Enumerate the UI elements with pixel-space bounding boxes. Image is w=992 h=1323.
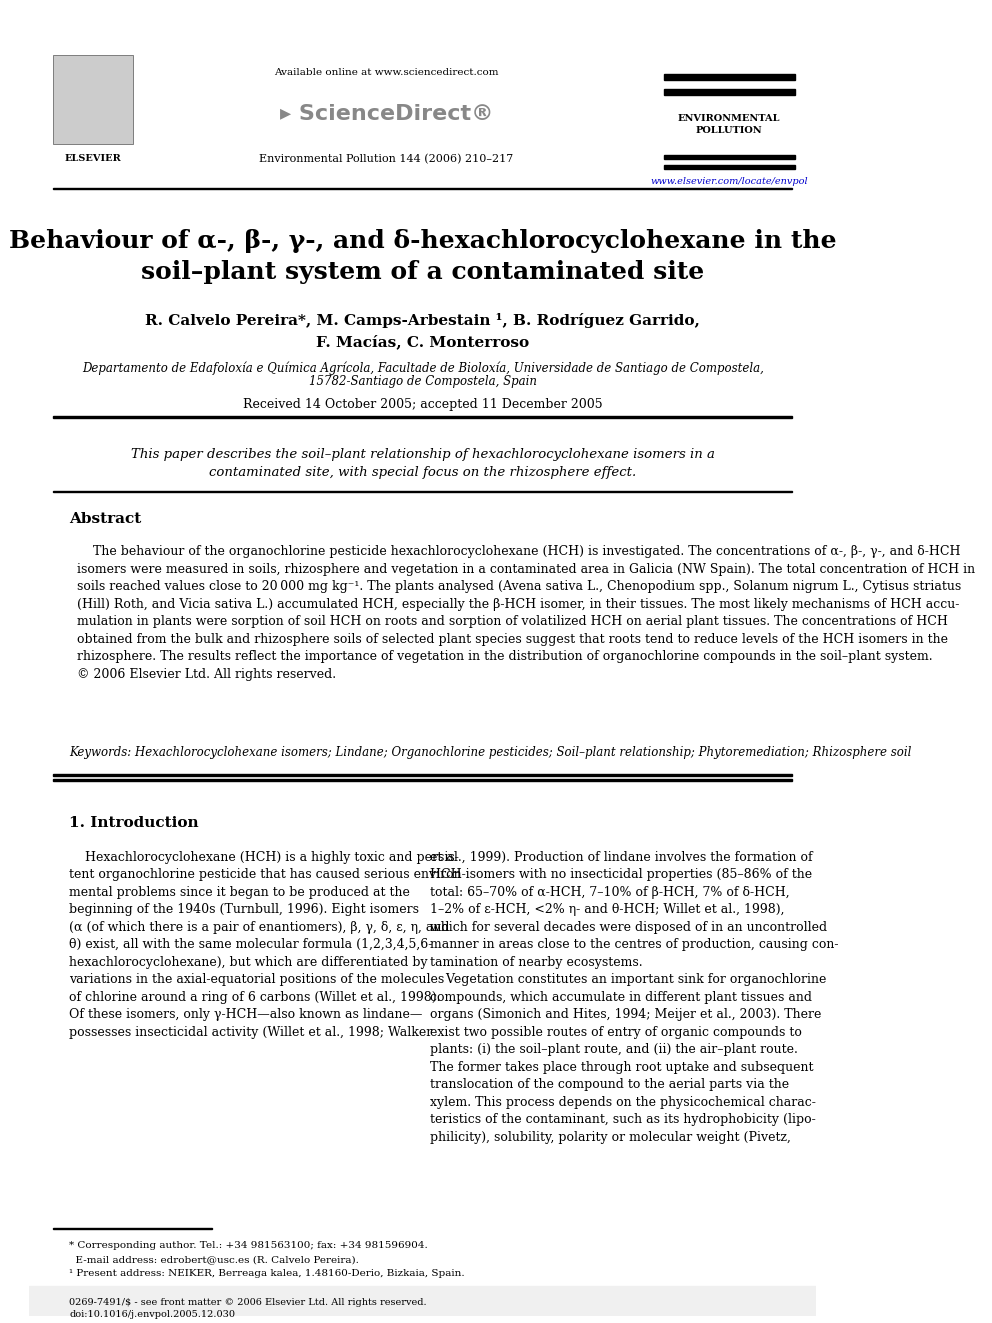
Text: Behaviour of α-, β-, γ-, and δ-hexachlorocyclohexane in the
soil–plant system of: Behaviour of α-, β-, γ-, and δ-hexachlor… <box>9 229 836 284</box>
Bar <box>664 89 795 94</box>
Text: ENVIRONMENTAL
POLLUTION: ENVIRONMENTAL POLLUTION <box>678 114 780 135</box>
Text: Abstract: Abstract <box>69 512 141 527</box>
Bar <box>664 165 795 169</box>
Text: et al., 1999). Production of lindane involves the formation of
HCH isomers with : et al., 1999). Production of lindane inv… <box>430 851 838 1143</box>
Text: 0269-7491/$ - see front matter © 2006 Elsevier Ltd. All rights reserved.
doi:10.: 0269-7491/$ - see front matter © 2006 El… <box>69 1298 427 1319</box>
Bar <box>54 779 793 781</box>
Bar <box>54 188 793 189</box>
Bar <box>30 1286 816 1316</box>
Text: * Corresponding author. Tel.: +34 981563100; fax: +34 981596904.: * Corresponding author. Tel.: +34 981563… <box>69 1241 428 1250</box>
Bar <box>54 774 793 775</box>
Bar <box>664 155 795 159</box>
Text: 15782-Santiago de Compostela, Spain: 15782-Santiago de Compostela, Spain <box>309 374 537 388</box>
Bar <box>54 491 793 492</box>
Text: ¹ Present address: NEIKER, Berreaga kalea, 1.48160-Derio, Bizkaia, Spain.: ¹ Present address: NEIKER, Berreaga kale… <box>69 1269 464 1278</box>
Text: ELSEVIER: ELSEVIER <box>64 155 121 163</box>
Text: This paper describes the soil–plant relationship of hexachlorocyclohexane isomer: This paper describes the soil–plant rela… <box>131 447 714 479</box>
Text: Keywords: Hexachlorocyclohexane isomers; Lindane; Organochlorine pesticides; Soi: Keywords: Hexachlorocyclohexane isomers;… <box>69 746 912 759</box>
Text: Hexachlorocyclohexane (HCH) is a highly toxic and persis-
tent organochlorine pe: Hexachlorocyclohexane (HCH) is a highly … <box>69 851 466 1039</box>
Text: The behaviour of the organochlorine pesticide hexachlorocyclohexane (HCH) is inv: The behaviour of the organochlorine pest… <box>77 545 975 680</box>
Text: 1. Introduction: 1. Introduction <box>69 816 198 830</box>
Text: Received 14 October 2005; accepted 11 December 2005: Received 14 October 2005; accepted 11 De… <box>243 398 602 411</box>
Bar <box>54 417 793 418</box>
Text: ▸ ScienceDirect®: ▸ ScienceDirect® <box>280 105 493 124</box>
Text: Available online at www.sciencedirect.com: Available online at www.sciencedirect.co… <box>274 67 499 77</box>
Text: R. Calvelo Pereira*, M. Camps-Arbestain ¹, B. Rodríguez Garrido,
F. Macías, C. M: R. Calvelo Pereira*, M. Camps-Arbestain … <box>146 314 700 349</box>
Bar <box>664 74 795 79</box>
Text: E-mail address: edrobert@usc.es (R. Calvelo Pereira).: E-mail address: edrobert@usc.es (R. Calv… <box>69 1256 359 1265</box>
Text: Departamento de Edafoloxía e Química Agrícola, Facultade de Bioloxía, Universida: Departamento de Edafoloxía e Química Agr… <box>82 361 764 374</box>
Text: www.elsevier.com/locate/envpol: www.elsevier.com/locate/envpol <box>650 177 807 187</box>
Text: Environmental Pollution 144 (2006) 210–217: Environmental Pollution 144 (2006) 210–2… <box>259 155 514 164</box>
FancyBboxPatch shape <box>54 54 133 144</box>
